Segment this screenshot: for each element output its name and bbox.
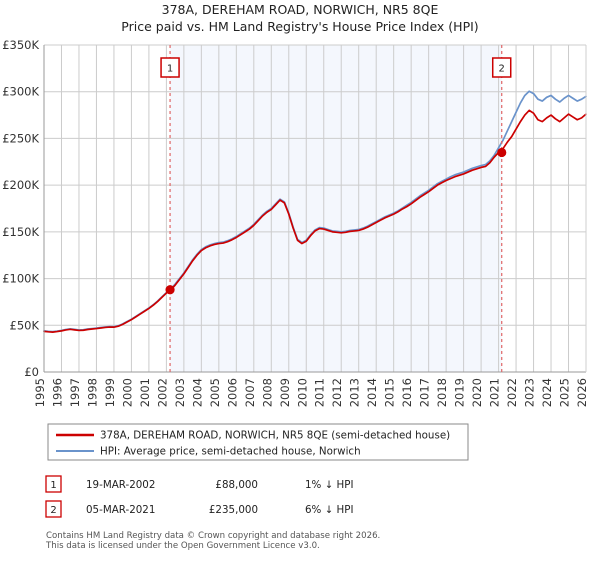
annotation-price-1: £88,000 [215,479,258,491]
x-axis-tick-label: 2023 [523,378,537,407]
x-axis-tick-label: 2018 [435,378,449,407]
annotation-price-2: £235,000 [209,504,258,516]
sale-point-marker-2[interactable] [497,147,507,158]
x-axis-tick-label: 2021 [488,378,502,407]
x-axis-tick-label: 1996 [50,378,64,407]
x-axis-tick-label: 2013 [348,378,362,407]
annotation-date-2: 05-MAR-2021 [86,504,155,516]
y-axis-tick-label: £100K [2,272,39,286]
legend-label-2: HPI: Average price, semi-detached house,… [100,446,361,458]
y-axis-tick-label: £350K [2,38,39,52]
x-axis-tick-label: 2012 [330,378,344,407]
x-axis-tick-label: 2014 [365,378,379,407]
x-axis-tick-label: 2010 [295,378,309,407]
footer-line-2: This data is licensed under the Open Gov… [45,541,320,551]
page-title: 378A, DEREHAM ROAD, NORWICH, NR5 8QE [162,2,439,17]
sale-label-number-2: 2 [499,64,505,75]
x-axis-tick-label: 2019 [453,378,467,407]
highlight-band [170,45,502,372]
x-axis-tick-label: 2025 [558,378,572,407]
x-axis-tick-label: 2000 [120,378,134,407]
x-axis-tick-label: 1999 [103,378,117,407]
x-axis-tick-label: 2003 [173,378,187,407]
annotation-num-box-1[interactable] [45,475,62,493]
page-subtitle: Price paid vs. HM Land Registry's House … [121,19,478,34]
x-axis-tick-label: 2015 [383,378,397,407]
x-axis-tick-label: 2006 [225,378,239,407]
sale-label-box-2[interactable] [491,57,512,78]
y-axis-tick-label: £50K [10,318,40,332]
annotation-num-box-2[interactable] [45,500,62,518]
legend-label-1: 378A, DEREHAM ROAD, NORWICH, NR5 8QE (se… [100,430,450,442]
x-axis-tick-label: 2001 [138,378,152,407]
annotation-num-1: 1 [50,480,56,491]
x-axis-tick-label: 2024 [540,378,554,407]
x-axis-tick-label: 2007 [243,378,257,407]
x-axis-tick-label: 2011 [313,378,327,407]
x-axis-tick-label: 2002 [155,378,169,407]
annotation-hpi-diff-2: 6% ↓ HPI [305,504,354,516]
y-axis-tick-label: £0 [24,365,39,379]
x-axis-tick-label: 2020 [470,378,484,407]
annotation-num-2: 2 [50,505,56,516]
y-axis-tick-label: £200K [2,178,39,192]
x-axis-tick-label: 2004 [190,378,204,407]
sale-label-box-1[interactable] [160,57,180,78]
x-axis-tick-label: 2026 [575,378,589,407]
annotation-date-1: 19-MAR-2002 [86,479,155,491]
x-axis-tick-label: 1998 [85,378,99,407]
x-axis-tick-label: 2017 [418,378,432,407]
y-axis-tick-label: £300K [2,85,39,99]
x-axis-tick-label: 2016 [400,378,414,407]
x-axis-tick-label: 2022 [505,378,519,407]
legend-box [47,423,469,461]
x-axis-tick-label: 1997 [68,378,82,407]
y-axis-tick-label: £250K [2,131,39,145]
sale-point-marker-1[interactable] [165,285,175,295]
footer-line-1: Contains HM Land Registry data © Crown c… [46,531,380,541]
x-axis-tick-label: 1995 [33,378,47,407]
x-axis-tick-label: 2008 [260,378,274,407]
sale-label-number-1: 1 [167,64,173,75]
y-axis-tick-label: £150K [2,225,39,239]
annotation-hpi-diff-1: 1% ↓ HPI [305,479,354,491]
x-axis-tick-label: 2005 [208,378,222,407]
property-series-line [43,109,587,333]
x-axis-tick-label: 2009 [278,378,292,407]
